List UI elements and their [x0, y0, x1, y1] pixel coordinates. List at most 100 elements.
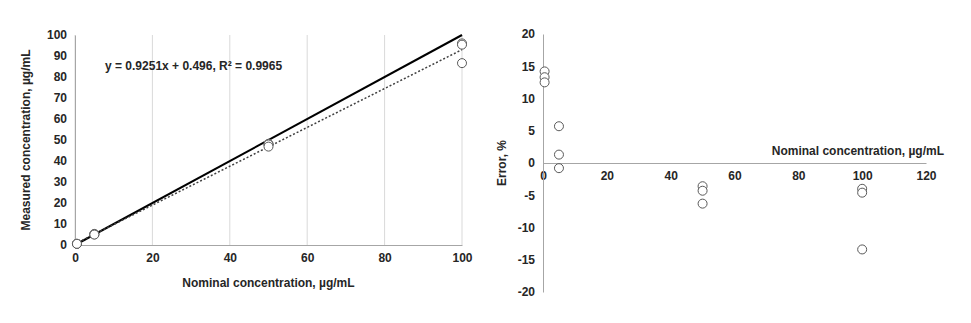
- tick-label: 10: [54, 217, 68, 231]
- tick: 70: [54, 91, 75, 105]
- tick: 60: [301, 245, 315, 265]
- tick-label: 20: [522, 27, 536, 41]
- tick: 40: [664, 163, 678, 183]
- chart-canvas: 0204060801000102030405060708090100Nomina…: [0, 0, 971, 323]
- tick: 90: [54, 49, 75, 63]
- grid-line: [75, 35, 76, 245]
- point: [72, 239, 81, 248]
- tick: 40: [224, 245, 238, 265]
- tick: -5: [524, 189, 543, 203]
- tick: -15: [518, 253, 543, 267]
- point: [554, 164, 563, 173]
- annotation: y = 0.9251x + 0.496, R² = 0.9965: [105, 59, 282, 73]
- tick: 10: [522, 92, 543, 106]
- tick-label: 80: [378, 251, 392, 265]
- axis-line: [76, 245, 463, 246]
- tick: 100: [47, 28, 75, 42]
- tick: 60: [728, 163, 742, 183]
- tick-label: 30: [54, 175, 68, 189]
- axis-line: [75, 36, 76, 246]
- x-axis: 020406080100120: [540, 163, 937, 183]
- tick: 120: [916, 163, 936, 183]
- chart: 0 20 40 60 80 100 0 10 20 30 40 50 60 70 80 90 100 Nomina…: [19, 28, 473, 290]
- x-axis-title: Nominal concentration, µg/mL: [772, 144, 944, 158]
- tick-label: 70: [54, 91, 68, 105]
- tick-label: 100: [47, 28, 67, 42]
- y-axis: 0 10 20 30 40 50 60 70 80 90 100: [47, 28, 76, 252]
- tick-label: 20: [601, 169, 615, 183]
- tick-label: 10: [522, 92, 536, 106]
- reference-line: [75, 35, 462, 245]
- tick-label: 100: [853, 169, 873, 183]
- tick: 100: [853, 163, 873, 183]
- tick-label: 60: [301, 251, 315, 265]
- tick-label: 100: [452, 251, 472, 265]
- tick-label: 20: [146, 251, 160, 265]
- point: [72, 239, 81, 248]
- tick-label: 90: [54, 49, 68, 63]
- tick: 10: [54, 217, 75, 231]
- tick: 20: [54, 196, 75, 210]
- point: [698, 186, 707, 195]
- tick: -10: [518, 221, 543, 235]
- tick-label: 120: [916, 169, 936, 183]
- point: [264, 142, 273, 151]
- grid-line: [307, 35, 308, 245]
- tick-label: 50: [54, 133, 68, 147]
- tick-label: 0: [72, 251, 79, 265]
- point: [90, 230, 99, 239]
- tick: 20: [522, 27, 543, 41]
- tick-label: 60: [54, 112, 68, 126]
- tick-label: 80: [54, 70, 68, 84]
- tick-label: 40: [54, 154, 68, 168]
- tick: 50: [54, 133, 75, 147]
- tick-label: 40: [664, 169, 678, 183]
- tick: 80: [54, 70, 75, 84]
- tick-label: 0: [528, 156, 535, 170]
- point: [554, 122, 563, 131]
- point: [540, 78, 549, 87]
- y-axis-title: Error, %: [495, 140, 509, 186]
- point: [458, 40, 467, 49]
- point: [90, 230, 99, 239]
- tick-label: 0: [60, 238, 67, 252]
- tick: 30: [54, 175, 75, 189]
- tick: -20: [518, 285, 543, 299]
- tick-label: 80: [792, 169, 806, 183]
- point: [858, 188, 867, 197]
- tick-label: -20: [518, 285, 536, 299]
- point: [698, 199, 707, 208]
- tick-label: -15: [518, 253, 536, 267]
- point: [90, 229, 99, 238]
- point: [858, 245, 867, 254]
- chart: 0 20 40 60 80 100 120 -20 -15 -10 -5 0 5 10 15 20 Nomina…: [495, 27, 944, 299]
- tick: 40: [54, 154, 75, 168]
- tick: 60: [54, 112, 75, 126]
- tick: 80: [378, 245, 392, 265]
- point: [458, 59, 467, 68]
- y-axis: -20 -15 -10 -5 0 5 10 15 20: [518, 27, 544, 299]
- tick-label: -10: [518, 221, 536, 235]
- axis-line: [544, 163, 927, 164]
- tick-label: 15: [522, 60, 536, 74]
- trend-line: [75, 50, 462, 244]
- tick-label: 20: [54, 196, 68, 210]
- tick-label: 5: [528, 124, 535, 138]
- point: [554, 150, 563, 159]
- point: [72, 239, 81, 248]
- tick: 20: [146, 245, 160, 265]
- grid: [75, 35, 462, 245]
- tick: 5: [528, 124, 543, 138]
- plot-area: [72, 35, 466, 248]
- x-axis: 0 20 40 60 80 100: [72, 245, 473, 265]
- tick: 80: [792, 163, 806, 183]
- tick: 0: [528, 156, 543, 170]
- tick-label: 40: [224, 251, 238, 265]
- plot-area: [540, 67, 867, 254]
- tick: 20: [601, 163, 615, 183]
- y-axis-title: Measured concentration, µg/mL: [19, 50, 33, 231]
- tick-label: 60: [728, 169, 742, 183]
- x-axis-title: Nominal concentration, µg/mL: [182, 276, 354, 290]
- tick-label: -5: [524, 189, 535, 203]
- grid-line: [384, 35, 385, 245]
